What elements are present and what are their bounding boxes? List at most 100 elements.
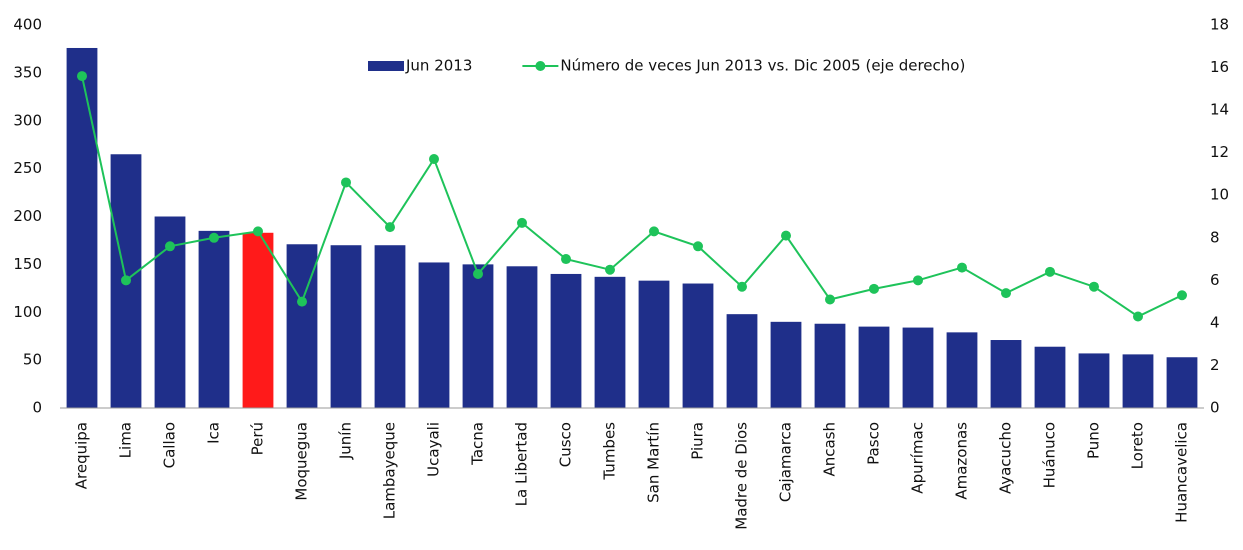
bar: [374, 245, 406, 408]
point: [605, 264, 615, 275]
point: [957, 262, 967, 273]
bar: [814, 323, 846, 408]
x-tick-label: Puno: [1085, 422, 1103, 459]
bar: [1034, 346, 1066, 408]
x-tick-label: Ancash: [821, 422, 839, 477]
point: [869, 283, 879, 294]
point: [1177, 290, 1187, 301]
x-tick-label: Junín: [337, 422, 355, 460]
y2-tick-label: 6: [1210, 271, 1220, 289]
point: [209, 232, 219, 243]
x-tick-label: Tacna: [469, 422, 487, 466]
legend-swatch: [368, 61, 404, 71]
bar: [418, 262, 450, 408]
x-tick-label: Ayacucho: [997, 422, 1015, 494]
y-tick-label: 150: [13, 255, 42, 273]
bar: [902, 327, 934, 408]
bar: [1166, 357, 1198, 408]
y2-tick-label: 12: [1210, 143, 1229, 161]
point: [1001, 288, 1011, 299]
point: [121, 275, 131, 286]
x-tick-label: Huánuco: [1041, 422, 1059, 488]
point: [561, 254, 571, 265]
bar: [1122, 354, 1154, 408]
y-tick-label: 100: [13, 303, 42, 321]
bar: [1078, 353, 1110, 408]
bar: [198, 230, 230, 408]
point: [1133, 311, 1143, 322]
bar: [858, 326, 890, 408]
x-tick-label: Madre de Dios: [733, 422, 751, 530]
x-tick-label: Perú: [249, 422, 267, 455]
bar: [594, 276, 626, 408]
point: [693, 241, 703, 252]
y-tick-label: 350: [13, 63, 42, 81]
point: [649, 226, 659, 237]
x-tick-label: Moquegua: [293, 422, 311, 501]
bar: [726, 314, 758, 408]
bar: [638, 280, 670, 408]
x-tick-label: Lambayeque: [381, 422, 399, 519]
y-tick-label: 50: [23, 351, 42, 369]
point: [737, 281, 747, 292]
point: [385, 222, 395, 233]
point: [1045, 266, 1055, 277]
bar: [330, 245, 362, 408]
y2-tick-label: 16: [1210, 58, 1229, 76]
x-tick-label: Lima: [117, 422, 135, 458]
x-tick-label: Arequipa: [73, 422, 91, 489]
point: [253, 226, 263, 237]
point: [825, 294, 835, 305]
y-tick-label: 400: [13, 16, 42, 34]
y2-tick-label: 0: [1210, 399, 1220, 417]
y2-tick-label: 4: [1210, 313, 1220, 331]
x-tick-label: Piura: [689, 422, 707, 460]
x-tick-label: Pasco: [865, 422, 883, 465]
y-tick-label: 250: [13, 159, 42, 177]
legend-label: Jun 2013: [405, 57, 472, 75]
point: [341, 177, 351, 188]
y-tick-label: 200: [13, 207, 42, 225]
x-tick-label: Callao: [161, 422, 179, 468]
x-tick-label: Loreto: [1129, 422, 1147, 469]
bar: [506, 266, 538, 408]
y2-tick-label: 10: [1210, 186, 1229, 204]
point: [1089, 281, 1099, 292]
bar: [770, 321, 802, 408]
point: [517, 217, 527, 228]
x-tick-label: Cusco: [557, 422, 575, 467]
legend-label: Número de veces Jun 2013 vs. Dic 2005 (e…: [560, 57, 965, 75]
y2-tick-label: 8: [1210, 228, 1220, 246]
point: [165, 241, 175, 252]
point: [77, 71, 87, 82]
point: [297, 296, 307, 307]
bar: [286, 244, 318, 408]
y-tick-label: 300: [13, 111, 42, 129]
y2-tick-label: 18: [1210, 16, 1229, 34]
bar: [990, 340, 1022, 408]
bar: [682, 283, 714, 408]
bar: [550, 273, 582, 408]
y2-tick-label: 14: [1210, 101, 1229, 119]
point: [429, 154, 439, 165]
x-tick-label: Ucayali: [425, 422, 443, 477]
legend-swatch: [535, 61, 546, 71]
point: [781, 230, 791, 241]
x-tick-label: Amazonas: [953, 422, 971, 500]
x-tick-label: Ica: [205, 422, 223, 444]
x-tick-label: La Libertad: [513, 422, 531, 506]
x-tick-label: San Martín: [645, 422, 663, 503]
x-tick-label: Cajamarca: [777, 422, 795, 502]
y-tick-label: 0: [32, 399, 42, 417]
x-tick-label: Apurímac: [909, 422, 927, 494]
x-tick-label: Huancavelica: [1173, 422, 1191, 523]
bar: [946, 332, 978, 408]
y2-tick-label: 2: [1210, 356, 1220, 374]
point: [913, 275, 923, 286]
point: [473, 268, 483, 279]
line: [81, 75, 1183, 318]
x-tick-label: Tumbes: [601, 422, 619, 481]
bar: [462, 264, 494, 408]
bar: [242, 232, 274, 408]
